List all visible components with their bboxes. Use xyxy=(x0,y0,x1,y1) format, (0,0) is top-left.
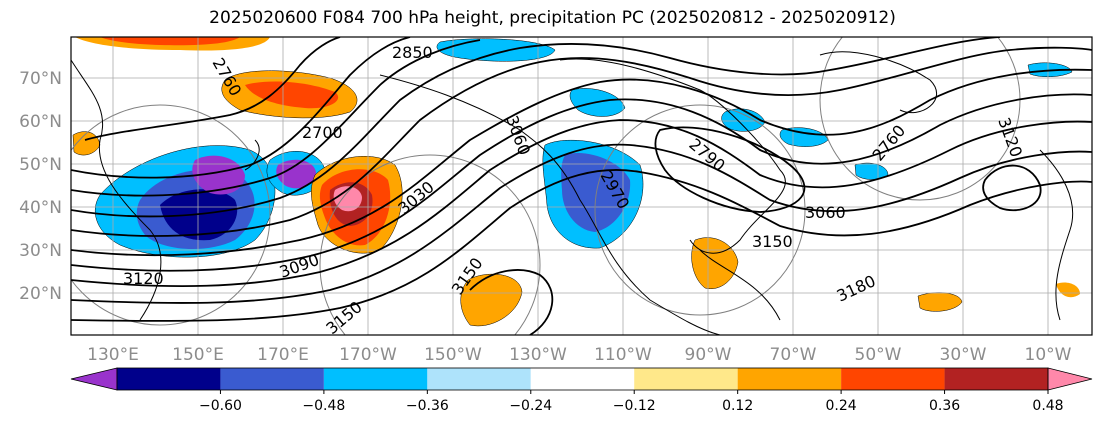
lat-label: 40°N xyxy=(19,198,62,218)
coastlines xyxy=(71,51,1074,335)
colorbar-extend-low xyxy=(70,367,118,391)
colorbar-segment xyxy=(530,368,635,390)
colorbar-tick-label: −0.12 xyxy=(613,398,656,414)
lat-label: 70°N xyxy=(19,69,62,89)
height-contours xyxy=(71,37,1092,335)
colorbar-tick-label: 0.12 xyxy=(722,398,753,414)
colorbar-tick-label: −0.48 xyxy=(302,398,345,414)
colorbar-segment xyxy=(944,368,1048,390)
colorbar-segment xyxy=(427,368,531,390)
lon-label: 130°E xyxy=(87,345,139,365)
lat-label: 20°N xyxy=(19,284,62,304)
lon-label: 170°W xyxy=(339,345,397,365)
lon-label: 150°W xyxy=(424,345,482,365)
lon-label: 110°W xyxy=(594,345,652,365)
colorbar-segment xyxy=(323,368,428,390)
colorbar-tick-label: 0.48 xyxy=(1032,398,1063,414)
range-rings xyxy=(71,37,1021,335)
lon-label: 70°W xyxy=(770,345,817,365)
lon-label: 10°W xyxy=(1025,345,1072,365)
colorbar-tick-label: 0.36 xyxy=(929,398,960,414)
colorbar-frame xyxy=(116,367,1049,391)
lon-label: 130°W xyxy=(509,345,567,365)
latitude-axis: 70°N 60°N 50°N 40°N 30°N 20°N xyxy=(19,69,62,304)
colorbar-segment xyxy=(117,368,221,390)
lon-label: 90°W xyxy=(685,345,732,365)
lon-label: 150°E xyxy=(172,345,224,365)
colorbar-tick-label: −0.36 xyxy=(406,398,449,414)
plot-frame xyxy=(70,36,1093,336)
lat-label: 30°N xyxy=(19,241,62,261)
colorbar: −0.60 −0.48 −0.36 −0.24 −0.12 0.12 0.24 0.36 0.4… xyxy=(70,367,1093,414)
contour-label: 3150 xyxy=(752,232,793,251)
contour-label: 2850 xyxy=(392,43,433,62)
colorbar-tick-label: −0.24 xyxy=(509,398,552,414)
lat-label: 60°N xyxy=(19,112,62,132)
lon-label: 50°W xyxy=(855,345,902,365)
colorbar-tick-label: −0.60 xyxy=(199,398,242,414)
lat-label: 50°N xyxy=(19,155,62,175)
colorbar-segment xyxy=(737,368,842,390)
map-title: 2025020600 F084 700 hPa height, precipit… xyxy=(209,8,896,28)
colorbar-tick-label: 0.24 xyxy=(826,398,857,414)
longitude-axis: 130°E 150°E 170°E 170°W 150°W 130°W 110°… xyxy=(87,345,1072,365)
lon-label: 170°E xyxy=(257,345,309,365)
contour-label: 2700 xyxy=(302,123,343,142)
colorbar-segment xyxy=(841,368,945,390)
graticule xyxy=(71,37,1092,335)
colorbar-segment xyxy=(220,368,324,390)
lon-label: 30°W xyxy=(940,345,987,365)
contour-label: 3060 xyxy=(805,203,846,222)
contour-label: 3120 xyxy=(123,269,164,288)
colorbar-segment xyxy=(634,368,738,390)
colorbar-extend-high xyxy=(1047,367,1093,391)
